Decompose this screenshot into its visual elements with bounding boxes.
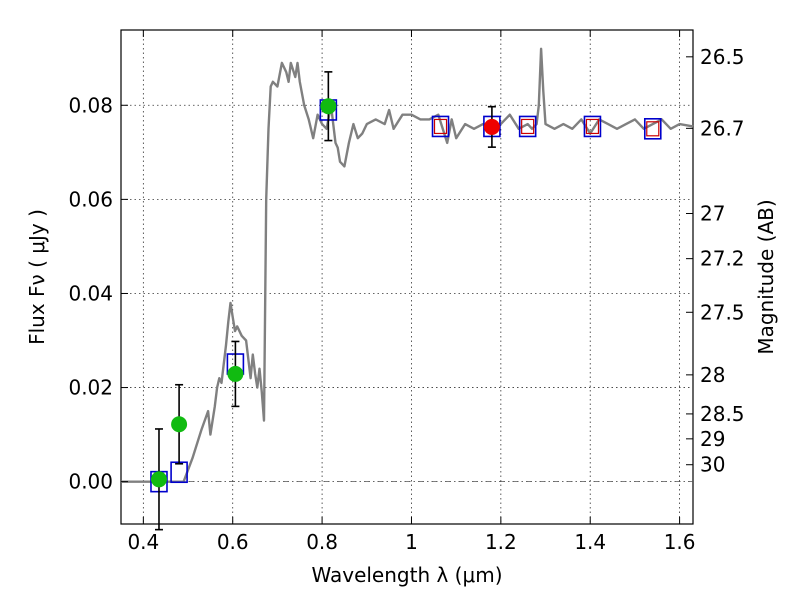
grid (121, 30, 693, 524)
x-tick-label: 0.6 (217, 530, 249, 554)
y-tick-label: 0.08 (68, 93, 113, 117)
right-tick-label: 28.5 (700, 402, 745, 426)
y-tick-label: 0.06 (68, 187, 113, 211)
right-tick-label: 29 (700, 427, 725, 451)
near-ir-band-square (521, 118, 535, 135)
right-tick-label: 27.5 (700, 300, 745, 324)
photometry-point (227, 365, 244, 382)
y-tick-label: 0.04 (68, 281, 113, 305)
y-tick-label: 0.00 (68, 470, 113, 494)
model-band-square (583, 115, 602, 138)
x-tick-label: 1.6 (664, 530, 696, 554)
x-tick-label: 1 (405, 530, 418, 554)
photometry-point (483, 118, 500, 135)
right-tick-label: 28 (700, 363, 725, 387)
right-tick-label: 30 (700, 453, 725, 477)
x-tick-label: 0.8 (306, 530, 338, 554)
model-band-square (643, 118, 662, 140)
tick-layer: 0.4 0.6 0.8 1 1.2 1.4 1.6 0.00 0.02 0.04 0.06 0.08 2… (68, 30, 745, 554)
photometry-point (150, 471, 167, 488)
near-ir-band-square (646, 121, 660, 137)
right-tick-label: 27.2 (700, 247, 745, 271)
x-tick-label: 0.4 (127, 530, 159, 554)
series-layer (121, 47, 694, 531)
near-ir-band-square (433, 118, 448, 135)
plot-frame (120, 29, 694, 525)
photometry-point (320, 98, 337, 115)
model-band-square (431, 115, 450, 138)
x-tick-label: 1.4 (574, 530, 606, 554)
near-ir-band-square (585, 118, 600, 135)
right-tick-label: 26.5 (700, 45, 745, 69)
x-axis-label: Wavelength λ (μm) (311, 563, 502, 587)
right-tick-label: 26.7 (700, 116, 745, 140)
y-tick-label: 0.02 (68, 376, 113, 400)
right-tick-label: 27 (700, 201, 725, 225)
model-band-square (518, 115, 537, 138)
model-spectrum-line (121, 47, 694, 483)
x-tick-label: 1.2 (485, 530, 517, 554)
right-axis-label: Magnitude (AB) (754, 199, 778, 354)
photometry-point (171, 416, 188, 433)
y-axis-label: Flux Fν ( μJy ) (25, 209, 49, 345)
